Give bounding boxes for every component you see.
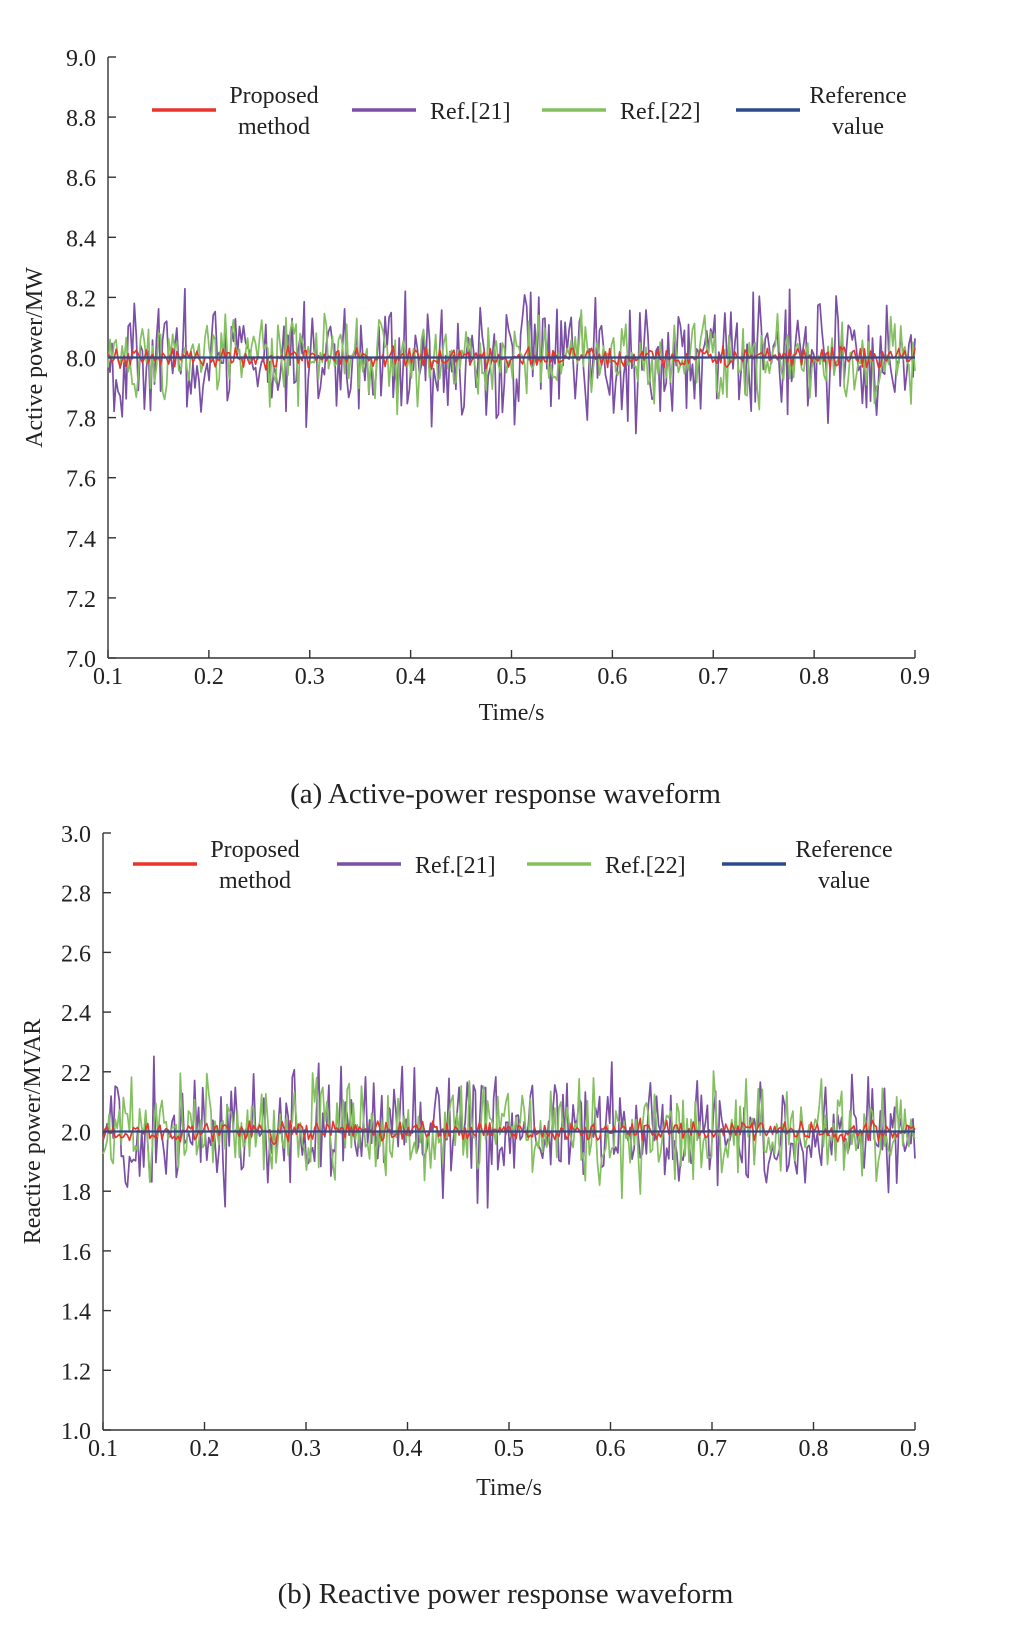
y-tick-label: 7.6 [66,467,96,493]
y-tick-label: 3.0 [61,822,91,848]
x-tick-label: 0.6 [597,664,627,690]
x-tick-label: 0.8 [799,1436,829,1462]
legend-label: value [818,868,870,894]
y-tick-label: 8.4 [66,226,96,252]
series-line-ref-21 [107,287,916,435]
x-tick-label: 0.1 [88,1436,118,1462]
reactive-power-chart: 1.0 1.2 1.4 1.6 1.8 2.0 2.2 2.4 2.6 2.8 3.0 0.1 0.2 0… [20,822,930,1501]
y-tick-label: 1.0 [61,1419,91,1445]
x-axis-label: Time/s [476,1475,542,1501]
legend-label: Reference [809,83,906,109]
chart-panel-active-power: 7.0 7.2 7.4 7.6 7.8 8.0 8.2 8.4 8.6 8.8 9.0 0.1 0.2 0… [0,0,1011,812]
x-tick-label: 0.3 [291,1436,321,1462]
x-tick-label: 0.1 [93,664,123,690]
y-axis-label: Reactive power/MVAR [20,1019,46,1245]
y-tick-label: 2.0 [61,1121,91,1147]
y-tick-label: 2.8 [61,882,91,908]
x-tick-label: 0.7 [697,1436,727,1462]
y-tick-label: 7.8 [66,407,96,433]
active-power-chart: 7.0 7.2 7.4 7.6 7.8 8.0 8.2 8.4 8.6 8.8 9.0 0.1 0.2 0… [22,46,930,726]
y-tick-label: 8.6 [66,166,96,192]
y-tick-label: 1.8 [61,1180,91,1206]
x-tick-label: 0.5 [494,1436,524,1462]
legend-label: Ref.[22] [605,853,686,879]
y-tick-label: 1.2 [61,1359,91,1385]
y-tick-label: 8.8 [66,106,96,132]
x-tick-label: 0.6 [596,1436,626,1462]
legend-label: value [832,114,884,140]
legend-label: Ref.[22] [620,99,701,125]
x-tick-label: 0.5 [497,664,527,690]
x-tick-label: 0.9 [900,664,930,690]
legend-label: Proposed [229,83,318,109]
y-tick-label: 2.4 [61,1001,91,1027]
y-tick-label: 2.2 [61,1061,91,1087]
y-tick-label: 8.2 [66,286,96,312]
series-line-proposed-method [102,1117,916,1145]
series-line-ref-22 [107,309,916,416]
x-tick-label: 0.4 [393,1436,423,1462]
y-tick-label: 1.6 [61,1240,91,1266]
legend-label: method [238,114,310,140]
x-tick-label: 0.3 [295,664,325,690]
x-tick-label: 0.8 [799,664,829,690]
x-tick-label: 0.2 [194,664,224,690]
y-tick-label: 7.2 [66,587,96,613]
x-axis-label: Time/s [479,700,545,726]
series-line-proposed-method [107,344,916,371]
x-tick-label: 0.4 [396,664,426,690]
y-tick-label: 2.6 [61,941,91,967]
x-tick-label: 0.2 [190,1436,220,1462]
chart-caption: (a) Active-power response waveform [290,778,721,810]
y-tick-label: 1.4 [61,1300,91,1326]
legend-label: Ref.[21] [415,853,496,879]
legend-label: Reference [795,837,892,863]
x-tick-label: 0.7 [698,664,728,690]
legend-label: Proposed [210,837,299,863]
chart-caption: (b) Reactive power response waveform [277,1578,734,1610]
x-tick-label: 0.9 [900,1436,930,1462]
chart-panel-reactive-power: 1.0 1.2 1.4 1.6 1.8 2.0 2.2 2.4 2.6 2.8 3.0 0.1 0.2 0… [0,812,1011,1624]
legend-label: Ref.[21] [430,99,511,125]
y-tick-label: 8.0 [66,347,96,373]
legend-label: method [219,868,291,894]
y-tick-label: 9.0 [66,46,96,72]
y-axis-label: Active power/MW [22,267,48,448]
y-tick-label: 7.0 [66,647,96,673]
y-tick-label: 7.4 [66,527,96,553]
